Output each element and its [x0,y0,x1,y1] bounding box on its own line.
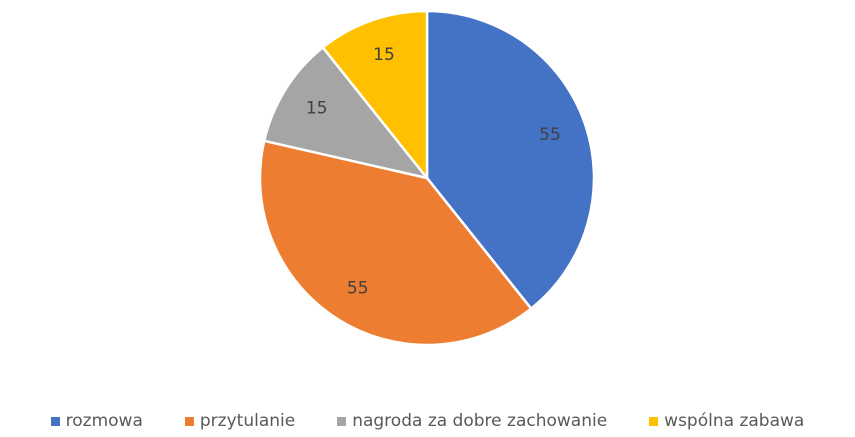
chart: 55 55 15 15 [258,9,596,347]
pie-slice [262,45,431,181]
legend-swatch [184,416,194,426]
legend-label: nagroda za dobre zachowanie [352,411,608,431]
legend-label: wspólna zabawa [664,411,805,431]
pie-slice [258,139,533,347]
legend-item: przytulanie [184,411,296,431]
legend-item: wspólna zabawa [649,411,804,431]
legend-item: nagroda za dobre zachowanie [337,411,607,431]
data-label: 15 [373,45,395,65]
legend-swatch [649,416,659,426]
legend: rozmowa przytulanie nagroda za dobre zacho… [0,411,855,431]
pie-slice [321,9,429,182]
legend-item: rozmowa [50,411,143,431]
legend-label: przytulanie [199,411,296,431]
data-label: 15 [306,99,328,119]
legend-label: rozmowa [65,411,143,431]
data-label: 55 [347,278,369,298]
pie-slice [425,9,596,311]
legend-swatch [337,416,347,426]
legend-swatch [50,416,60,426]
data-label: 55 [539,125,561,145]
